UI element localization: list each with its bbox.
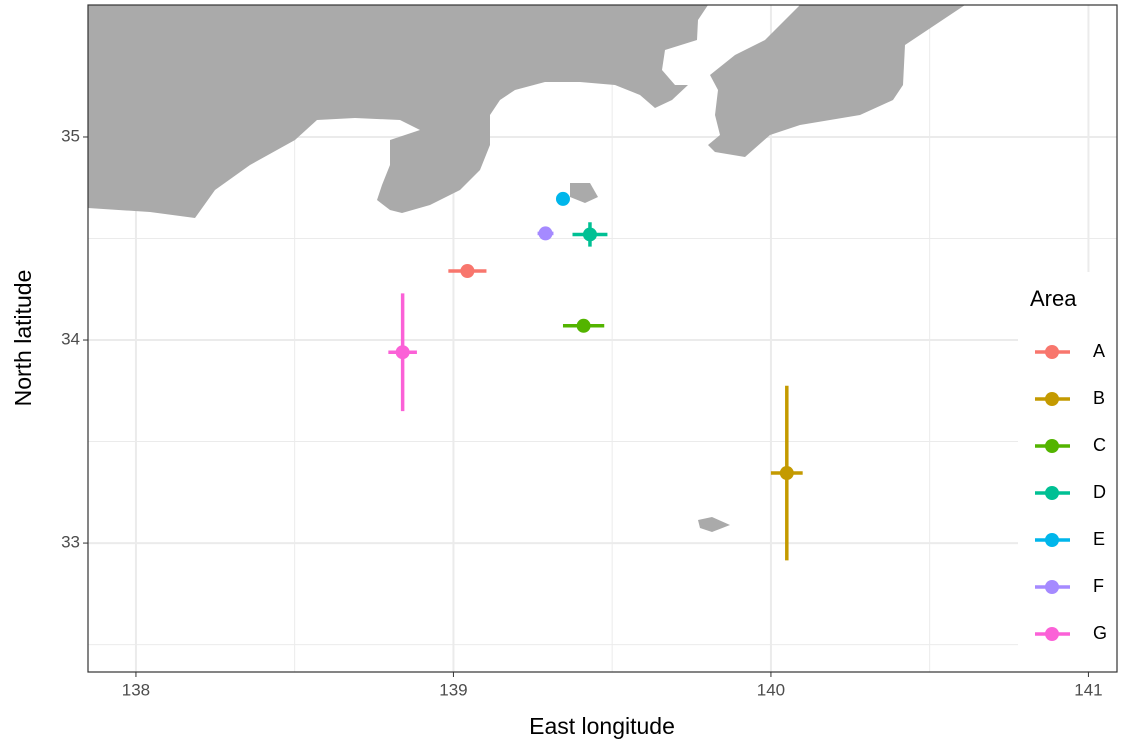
legend-label: B	[1093, 388, 1105, 408]
x-tick-label: 141	[1074, 680, 1102, 699]
point	[779, 466, 794, 481]
x-tick-label: 140	[757, 680, 785, 699]
point	[395, 345, 410, 360]
point	[582, 227, 597, 242]
legend-label: G	[1093, 623, 1107, 643]
legend-title: Area	[1030, 286, 1077, 311]
land	[88, 5, 965, 532]
legend-key	[1045, 533, 1059, 547]
panel-border	[87, 4, 1118, 673]
x-tick-label: 138	[122, 680, 150, 699]
land-island	[698, 517, 730, 532]
y-axis-title: North latitude	[10, 270, 36, 407]
marks	[388, 191, 803, 561]
legend-label: F	[1093, 576, 1104, 596]
land-boso	[708, 5, 965, 157]
legend-label: A	[1093, 341, 1105, 361]
legend-key	[1045, 580, 1059, 594]
legend-label: E	[1093, 529, 1105, 549]
legend-box	[1018, 272, 1117, 671]
point	[460, 263, 475, 278]
legend-label: C	[1093, 435, 1106, 455]
legend-label: D	[1093, 482, 1106, 502]
point	[576, 318, 591, 333]
legend-key	[1045, 486, 1059, 500]
legend-key	[1045, 627, 1059, 641]
y-tick-label: 34	[61, 330, 80, 349]
legend-key	[1045, 392, 1059, 406]
y-tick-label: 33	[61, 533, 80, 552]
point	[555, 191, 570, 206]
land-honshu	[88, 5, 708, 218]
legend: A B C D E F G	[1035, 341, 1107, 643]
legend-key	[1045, 345, 1059, 359]
y-tick-label: 35	[61, 126, 80, 145]
land-island	[570, 183, 598, 203]
x-axis-title: East longitude	[529, 713, 675, 739]
legend-key	[1045, 439, 1059, 453]
point	[538, 226, 553, 241]
x-tick-label: 139	[439, 680, 467, 699]
